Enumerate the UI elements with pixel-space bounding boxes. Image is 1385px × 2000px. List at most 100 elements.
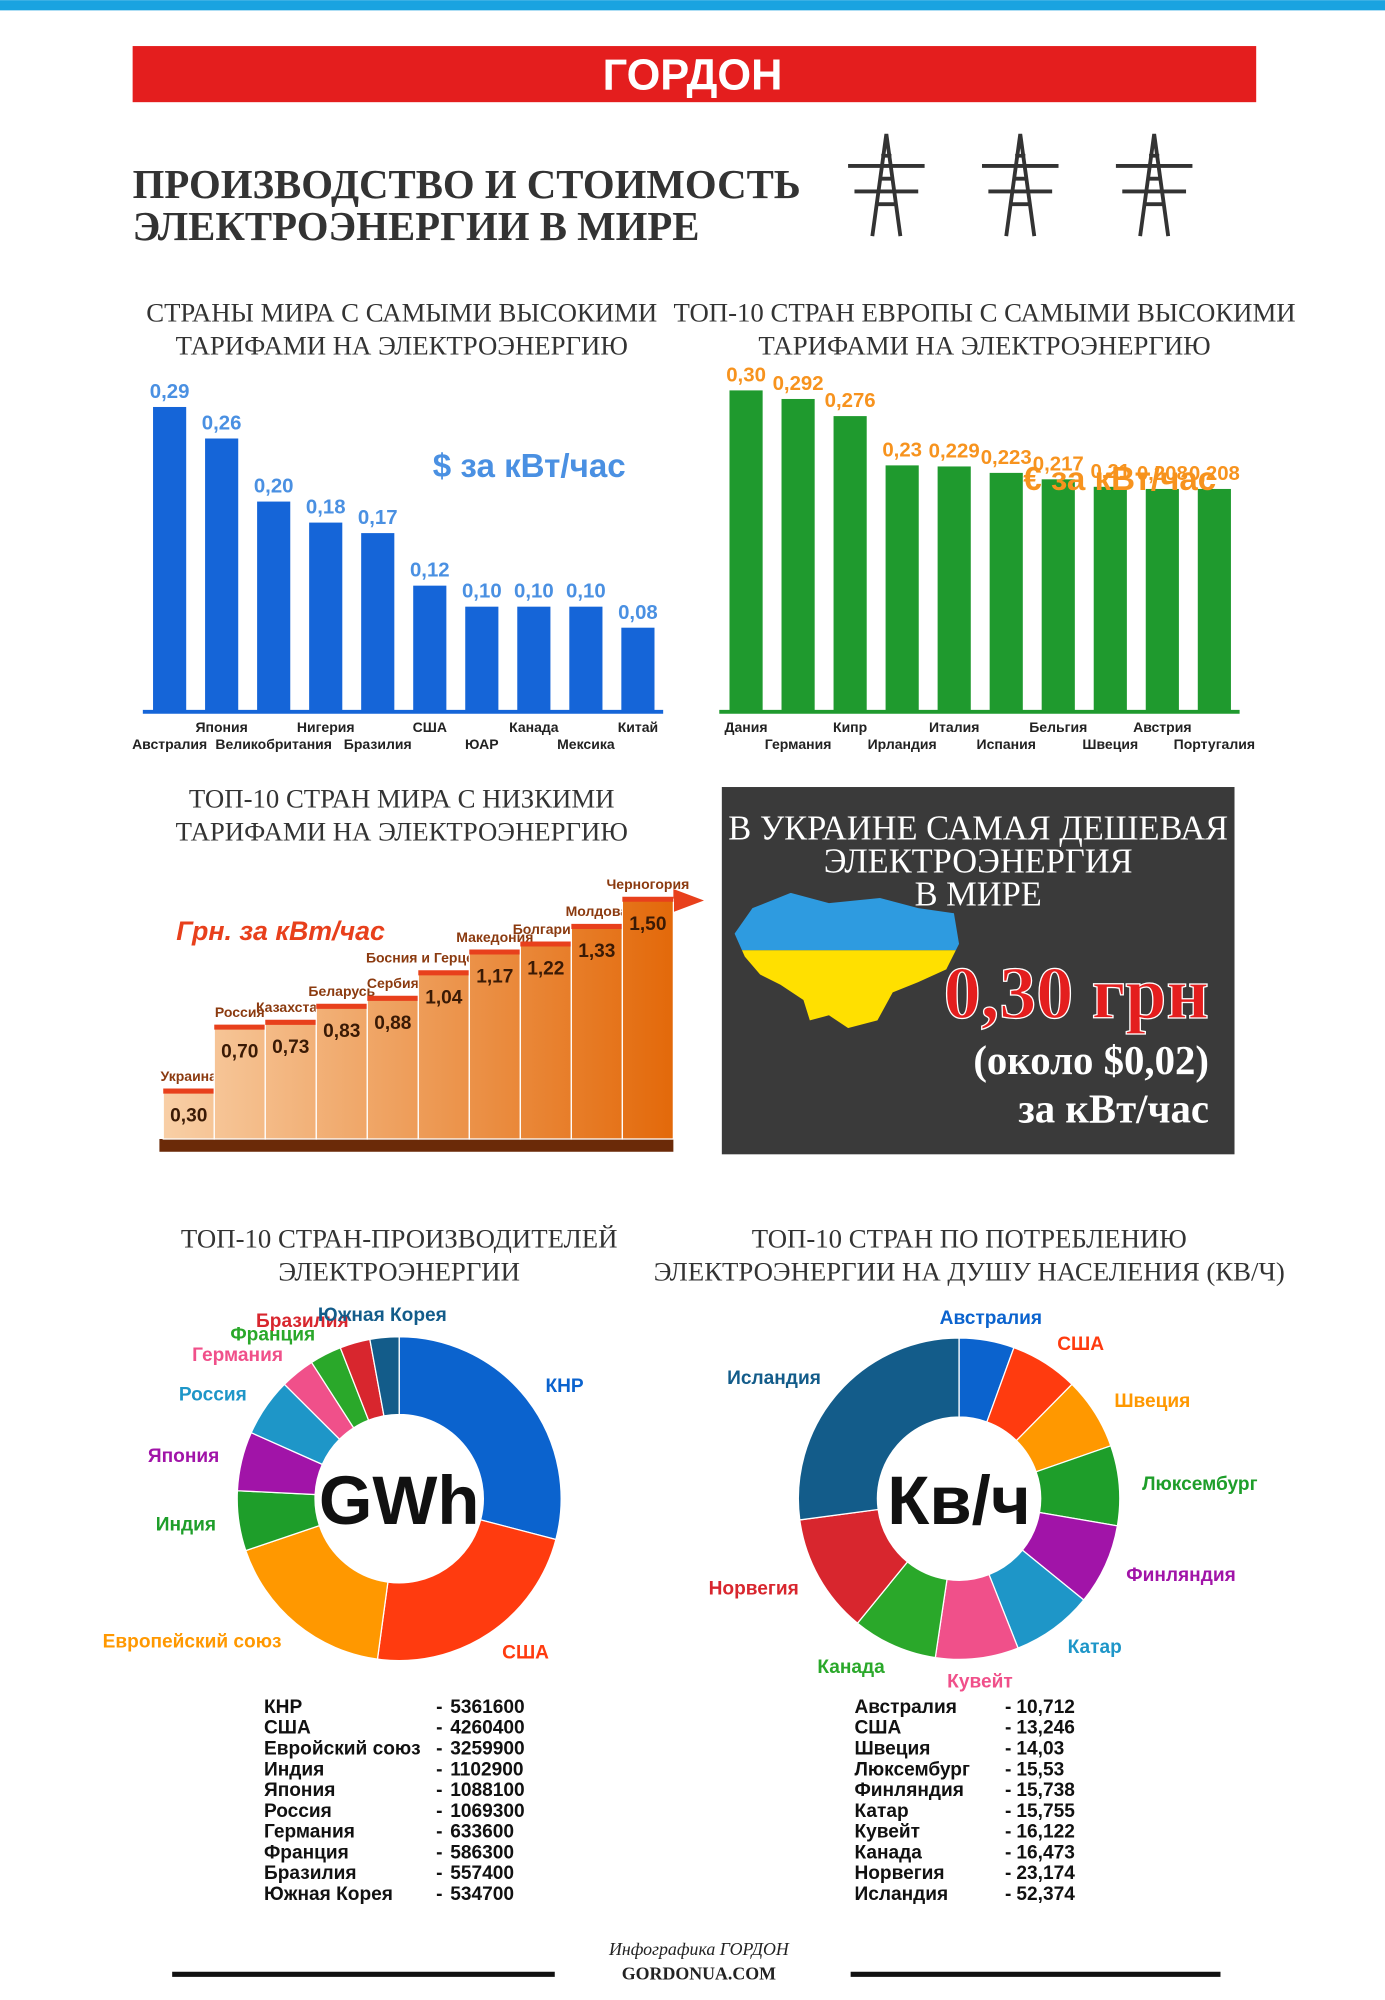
slice-label: Катар xyxy=(1068,1637,1122,1658)
table-value: 15,738 xyxy=(1016,1780,1075,1801)
category-label: Швеция xyxy=(1082,736,1138,752)
table-name: Канада xyxy=(854,1842,922,1863)
value-label: 0,17 xyxy=(358,507,398,529)
step-bar xyxy=(366,997,419,1140)
footer-credit: Инфографика ГОРДОН xyxy=(608,1939,790,1959)
table-dash: - xyxy=(436,1863,442,1884)
step-arrow xyxy=(673,889,704,913)
slice-label: Россия xyxy=(179,1384,247,1405)
center-label: GWh xyxy=(319,1462,480,1539)
value-label: 0,21 xyxy=(1090,461,1130,483)
slice-label: Европейский союз xyxy=(103,1632,282,1653)
table-value: 52,374 xyxy=(1016,1884,1075,1905)
bar xyxy=(885,465,919,712)
value-label: 0,73 xyxy=(272,1037,309,1058)
chart-title: ТОП-10 СТРАН-ПРОИЗВОДИТЕЛЕЙ xyxy=(181,1223,617,1253)
chart-title: ЭЛЕКТРОЭНЕРГИИ НА ДУШУ НАСЕЛЕНИЯ (КВ/Ч) xyxy=(654,1257,1285,1287)
value-label: 1,22 xyxy=(527,959,564,980)
table-name: США xyxy=(854,1718,901,1739)
callout-title: ЭЛЕКТРОЭНЕРГИЯ xyxy=(824,842,1133,880)
category-label: США xyxy=(413,719,447,735)
category-label: Испания xyxy=(977,736,1036,752)
brand-banner xyxy=(132,46,1257,103)
category-label: Канада xyxy=(509,719,559,735)
bar xyxy=(729,390,763,712)
value-label: 0,29 xyxy=(150,381,190,403)
main-title: ПРОИЗВОДСТВО И СТОИМОСТЬ xyxy=(133,162,801,207)
value-label: 1,50 xyxy=(629,914,666,935)
value-label: 0,292 xyxy=(773,373,824,395)
category-label: Китай xyxy=(618,719,658,735)
category-label: Мексика xyxy=(557,736,615,752)
step-bar xyxy=(621,898,675,1140)
table-name: Кувейт xyxy=(854,1822,920,1843)
table-name: Финляндия xyxy=(854,1780,963,1801)
table-name: Южная Корея xyxy=(264,1884,393,1905)
category-label: Португалия xyxy=(1174,736,1255,752)
value-label: 1,04 xyxy=(425,987,463,1008)
donut-hole xyxy=(315,1414,484,1583)
table-dash: - xyxy=(436,1759,442,1780)
step-bar xyxy=(519,943,572,1140)
bar xyxy=(781,398,815,712)
callout-unit: за кВт/час xyxy=(1018,1086,1209,1131)
slice-label: Норвегия xyxy=(709,1579,799,1600)
step-bar xyxy=(213,1026,266,1140)
table-name: Евройский союз xyxy=(264,1738,421,1759)
chart-title: ТАРИФАМИ НА ЭЛЕКТРОЭНЕРГИЮ xyxy=(176,817,628,847)
table-name: Индия xyxy=(264,1759,324,1780)
table-value: 15,755 xyxy=(1016,1801,1075,1822)
bar xyxy=(1093,486,1127,712)
table-name: Германия xyxy=(264,1822,355,1843)
category-label: Кипр xyxy=(833,719,867,735)
bar xyxy=(309,522,343,712)
table-name: Япония xyxy=(264,1780,335,1801)
category-label: Япония xyxy=(195,719,247,735)
chart-title: ТАРИФАМИ НА ЭЛЕКТРОЭНЕРГИЮ xyxy=(176,331,628,361)
table-dash: - xyxy=(436,1842,442,1863)
table-value: 16,122 xyxy=(1016,1822,1074,1843)
category-label: Великобритания xyxy=(215,736,332,752)
table-dash: - xyxy=(436,1780,442,1801)
slice-label: Бразилия xyxy=(256,1311,349,1332)
table-dash: - xyxy=(1005,1697,1011,1718)
table-value: 1069300 xyxy=(450,1801,524,1822)
category-label: Дания xyxy=(725,719,768,735)
value-label: 0,20 xyxy=(254,476,294,498)
main-title: ЭЛЕКТРОЭНЕРГИИ В МИРЕ xyxy=(133,204,700,249)
bar xyxy=(621,627,655,712)
category-label: Украина xyxy=(161,1068,218,1084)
slice-label: Люксембург xyxy=(1142,1474,1258,1495)
center-label: Кв/ч xyxy=(887,1462,1030,1539)
value-label: 0,276 xyxy=(825,390,876,412)
bar xyxy=(1197,488,1231,712)
category-label: Болгария xyxy=(513,921,579,937)
value-label: 0,10 xyxy=(462,581,502,603)
category-label: Сербия xyxy=(367,975,419,991)
unit-label: € за кВт/час xyxy=(1023,461,1216,498)
table-value: 1088100 xyxy=(450,1780,524,1801)
value-label: 0,88 xyxy=(374,1013,412,1034)
value-label: 0,229 xyxy=(929,441,980,463)
bar xyxy=(257,501,291,712)
table-dash: - xyxy=(436,1801,442,1822)
table-value: 586300 xyxy=(450,1842,514,1863)
value-label: 0,83 xyxy=(323,1021,360,1042)
table-value: 13,246 xyxy=(1016,1718,1074,1739)
table-value: 10,712 xyxy=(1016,1697,1074,1718)
step-bar xyxy=(468,951,521,1140)
slice-label: США xyxy=(1057,1334,1104,1355)
value-label: 0,26 xyxy=(202,413,242,435)
step-bar xyxy=(417,972,470,1140)
table-value: 23,174 xyxy=(1016,1863,1075,1884)
table-value: 1102900 xyxy=(450,1759,523,1780)
table-value: 14,03 xyxy=(1016,1738,1064,1759)
value-label: 0,18 xyxy=(306,497,346,519)
value-label: 0,208 xyxy=(1137,463,1188,485)
value-label: 0,30 xyxy=(170,1106,207,1127)
category-label: Беларусь xyxy=(308,983,375,999)
category-label: Нигерия xyxy=(297,719,355,735)
category-label: Ирландия xyxy=(868,736,937,752)
value-label: 0,217 xyxy=(1033,453,1084,475)
